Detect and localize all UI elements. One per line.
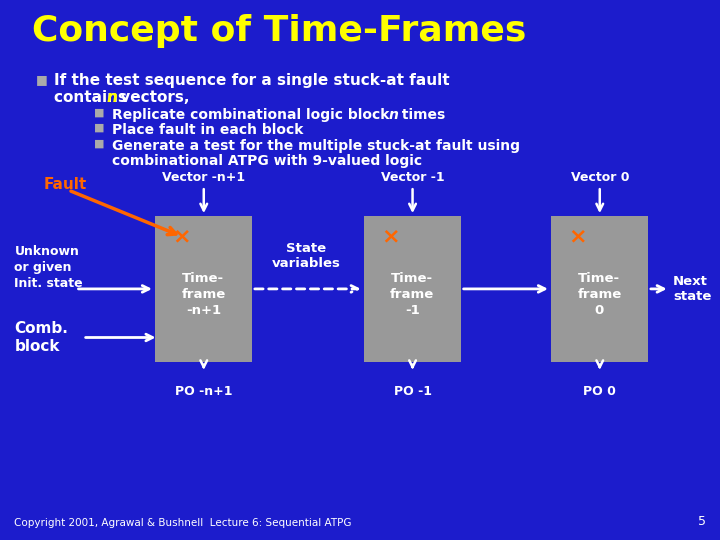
Text: ■: ■ bbox=[94, 123, 104, 133]
Text: n: n bbox=[389, 108, 399, 122]
Text: Fault: Fault bbox=[43, 177, 86, 192]
Text: ■: ■ bbox=[94, 139, 104, 149]
Text: Place fault in each block: Place fault in each block bbox=[112, 123, 303, 137]
Text: Replicate combinational logic block: Replicate combinational logic block bbox=[112, 108, 394, 122]
Text: Time-
frame
0: Time- frame 0 bbox=[577, 272, 621, 317]
Text: ×: × bbox=[569, 226, 588, 247]
Text: Concept of Time-Frames: Concept of Time-Frames bbox=[32, 14, 527, 48]
Text: PO -n+1: PO -n+1 bbox=[175, 385, 233, 398]
Text: Time-
frame
-1: Time- frame -1 bbox=[390, 272, 434, 317]
Text: vectors,: vectors, bbox=[115, 90, 189, 105]
Text: Copyright 2001, Agrawal & Bushnell  Lecture 6: Sequential ATPG: Copyright 2001, Agrawal & Bushnell Lectu… bbox=[14, 518, 352, 528]
Text: ■: ■ bbox=[36, 73, 48, 86]
Bar bbox=[364, 216, 461, 362]
Text: PO 0: PO 0 bbox=[583, 385, 616, 398]
Text: n: n bbox=[107, 90, 117, 105]
Text: State
variables: State variables bbox=[271, 242, 341, 270]
Text: Time-
frame
-n+1: Time- frame -n+1 bbox=[181, 272, 225, 317]
Text: contains: contains bbox=[54, 90, 132, 105]
Text: Generate a test for the multiple stuck-at fault using: Generate a test for the multiple stuck-a… bbox=[112, 139, 520, 153]
Text: ■: ■ bbox=[94, 108, 104, 118]
Text: Vector 0: Vector 0 bbox=[570, 171, 629, 184]
Text: ×: × bbox=[173, 226, 192, 247]
Bar bbox=[551, 216, 648, 362]
Text: times: times bbox=[397, 108, 446, 122]
Text: Vector -n+1: Vector -n+1 bbox=[162, 171, 246, 184]
Text: Comb.
block: Comb. block bbox=[14, 321, 68, 354]
Text: ×: × bbox=[382, 226, 400, 247]
Text: 5: 5 bbox=[698, 515, 706, 528]
Text: combinational ATPG with 9-valued logic: combinational ATPG with 9-valued logic bbox=[112, 154, 422, 168]
Text: If the test sequence for a single stuck-at fault: If the test sequence for a single stuck-… bbox=[54, 73, 449, 88]
Text: PO -1: PO -1 bbox=[394, 385, 431, 398]
Text: Unknown
or given
Init. state: Unknown or given Init. state bbox=[14, 245, 83, 290]
Text: Next
state: Next state bbox=[673, 275, 711, 303]
Text: Vector -1: Vector -1 bbox=[381, 171, 444, 184]
Bar bbox=[155, 216, 252, 362]
